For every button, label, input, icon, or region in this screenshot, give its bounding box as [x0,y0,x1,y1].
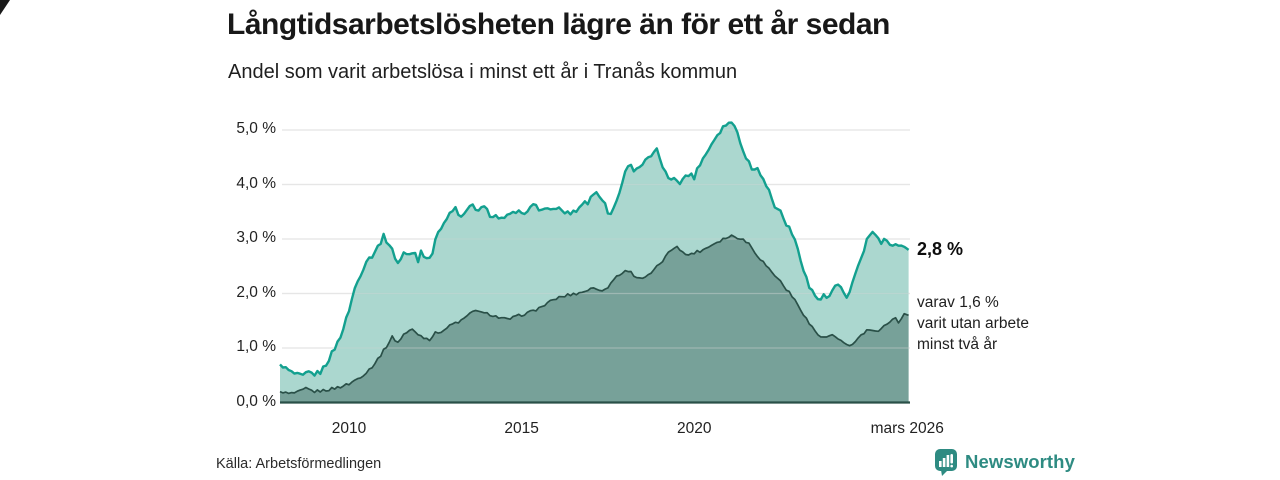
x-axis-label: mars 2026 [870,420,944,437]
newsworthy-wordmark: Newsworthy [965,451,1075,472]
y-axis-label: 5,0 % [236,120,276,137]
line-two-years [279,234,909,395]
area-two-years [280,235,909,403]
chart-subtitle: Andel som varit arbetslösa i minst ett å… [228,61,738,83]
breakdown-annotation: varav 1,6 % varit utan arbete minst två … [917,292,1029,355]
x-axis-label: 2020 [676,420,712,437]
y-axis-label: 2,0 % [236,283,276,301]
y-axis-label: 3,0 % [236,229,276,246]
latest-value-label: 2,8 % [917,239,964,259]
corner-mark [0,0,10,15]
breakdown-line: minst två år [917,336,998,353]
newsworthy-icon [935,449,957,476]
y-axis-label: 0,0 % [236,392,276,410]
y-axis-label: 4,0 % [236,174,276,192]
source-label: Källa: Arbetsförmedlingen [216,456,382,472]
x-axis-label: 2010 [331,420,367,437]
line-total [279,121,910,377]
breakdown-line: varav 1,6 % [917,294,999,311]
newsworthy-logo: Newsworthy [934,448,1075,476]
breakdown-line: varit utan arbete [917,315,1030,332]
x-axis-label: 2015 [504,420,539,437]
chart-title: Långtidsarbetslösheten lägre än för ett … [227,8,890,41]
y-axis-label: 1,0 % [236,338,276,355]
